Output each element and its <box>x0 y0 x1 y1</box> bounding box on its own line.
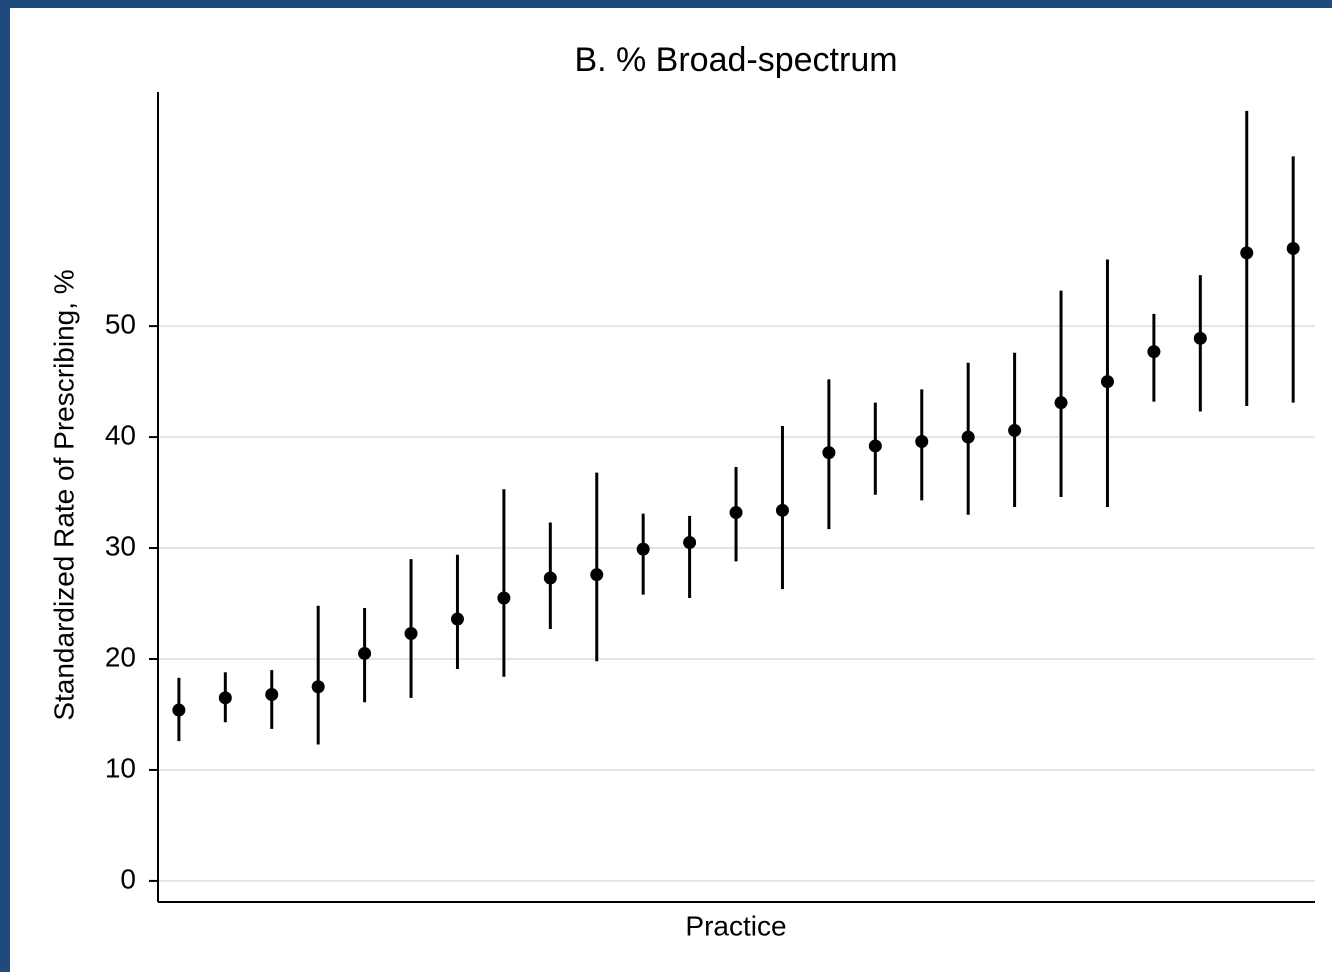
point <box>868 439 882 453</box>
point <box>683 535 697 549</box>
point <box>961 430 975 444</box>
point <box>450 612 464 626</box>
point <box>1240 246 1254 260</box>
y-tick-label: 10 <box>105 752 136 783</box>
point <box>915 435 929 449</box>
point <box>497 591 511 605</box>
point <box>404 626 418 640</box>
point <box>1286 241 1300 255</box>
point <box>636 542 650 556</box>
point <box>358 646 372 660</box>
y-tick-label: 50 <box>105 309 136 340</box>
point <box>775 503 789 517</box>
y-tick-label: 30 <box>105 530 136 561</box>
point <box>1054 396 1068 410</box>
point <box>822 446 836 460</box>
y-tick-label: 20 <box>105 641 136 672</box>
y-axis-label: Standardized Rate of Prescribing, % <box>48 269 79 720</box>
chart-background <box>10 8 1332 972</box>
point <box>729 506 743 520</box>
point <box>1100 375 1114 389</box>
y-tick-label: 40 <box>105 419 136 450</box>
point <box>1193 331 1207 345</box>
chart-title: B. % Broad-spectrum <box>574 41 897 79</box>
point <box>265 688 279 702</box>
x-axis-label: Practice <box>685 910 786 941</box>
point <box>1008 423 1022 437</box>
point <box>590 568 604 582</box>
point <box>172 703 186 717</box>
point <box>543 571 557 585</box>
point <box>1147 345 1161 359</box>
point <box>218 691 232 705</box>
y-tick-label: 0 <box>120 863 136 894</box>
point <box>311 680 325 694</box>
